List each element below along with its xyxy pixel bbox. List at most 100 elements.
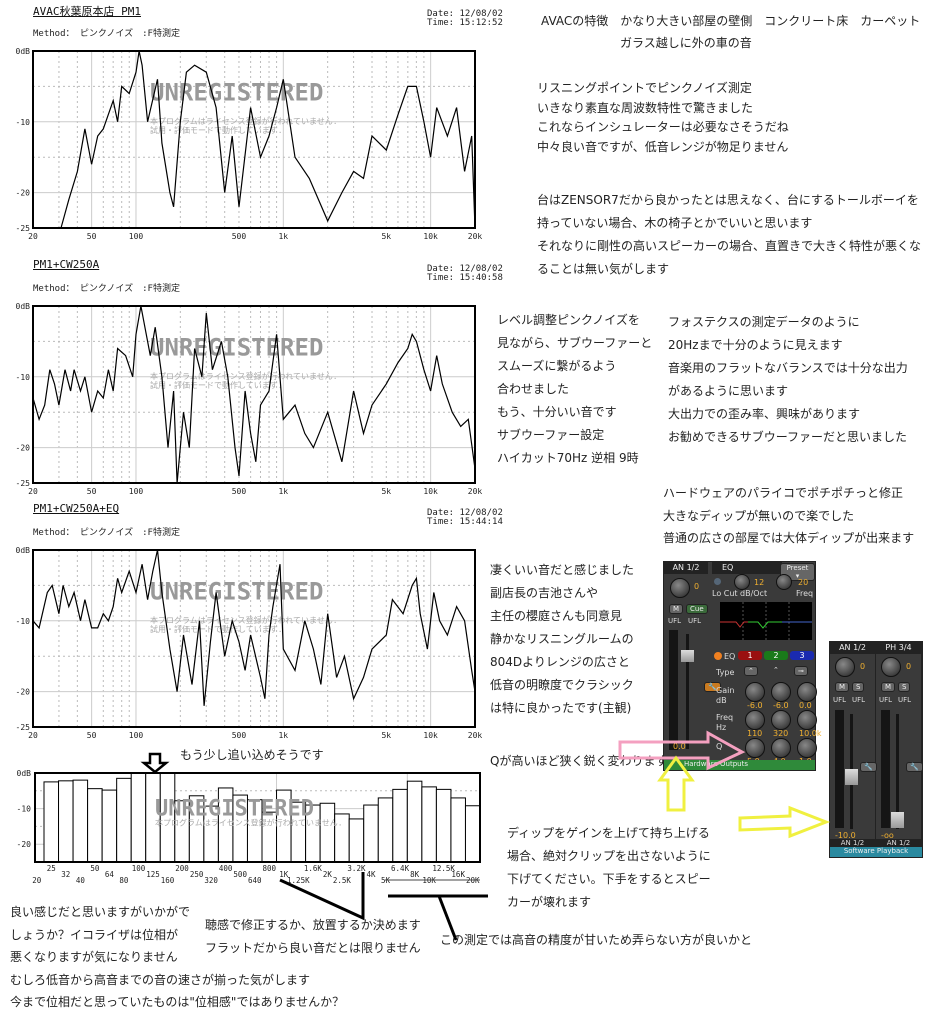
eq-freqs-knob[interactable] bbox=[745, 710, 765, 730]
eq-qs-knob[interactable] bbox=[745, 738, 765, 758]
type-peak-icon[interactable]: ⌃ bbox=[744, 666, 758, 676]
comment-line: フラットだから良い音だとは限りません bbox=[205, 940, 421, 955]
slope-knob[interactable] bbox=[734, 574, 750, 590]
wrench-icon[interactable]: 🔧 bbox=[704, 682, 721, 692]
chart-time: Time: 15:12:52 bbox=[427, 18, 503, 28]
software-playback-footer: Software Playback bbox=[830, 847, 922, 857]
chart-date: Date: 12/08/02 bbox=[427, 9, 503, 19]
eq-qs-knob[interactable] bbox=[797, 738, 817, 758]
y-tick-label: -10 bbox=[17, 805, 32, 814]
comment-line: 804Dよりレンジの広さと bbox=[490, 655, 630, 669]
solo-button[interactable]: S bbox=[898, 682, 911, 692]
chart-method: Method： ピンクノイズ :F特測定 bbox=[33, 284, 180, 294]
watermark-sub: 本プログラムはライセンス登録が行われていません. bbox=[150, 371, 338, 381]
comment-line: スムーズに繋がるよう bbox=[497, 359, 617, 373]
x-tick-label: 20k bbox=[468, 731, 483, 740]
eq-gains-knob[interactable] bbox=[797, 682, 817, 702]
slope-value: 12 bbox=[754, 578, 765, 587]
y-tick-label: -25 bbox=[16, 479, 31, 488]
pan-knob[interactable] bbox=[670, 578, 690, 598]
x-tick-label: 5k bbox=[381, 731, 391, 740]
comment-line: ディップをゲインを上げて持ち上げる bbox=[507, 826, 710, 840]
x-tick-label: 10K bbox=[422, 876, 436, 885]
comment-line: 20Hzまで十分のように見えます bbox=[668, 338, 843, 352]
x-tick-label: 20 bbox=[28, 487, 38, 496]
x-tick-label: 20k bbox=[468, 232, 483, 241]
comment-line: フォステクスの測定データのように bbox=[668, 315, 860, 329]
solo-button[interactable]: S bbox=[852, 682, 865, 692]
band-bar bbox=[130, 772, 147, 863]
comment-line: 今まで位相だと思っていたものは"位相感"ではありませんか？ bbox=[10, 995, 345, 1009]
type-shelf-icon[interactable]: ⊸ bbox=[794, 666, 808, 676]
mute-button[interactable]: M bbox=[835, 682, 850, 692]
pan-value: 0 bbox=[906, 662, 912, 671]
eq-gains-knob[interactable] bbox=[771, 682, 791, 702]
plot-frame bbox=[32, 549, 476, 728]
x-tick-label: 125 bbox=[146, 870, 160, 879]
type-peak-icon[interactable]: ⌃ bbox=[773, 666, 779, 674]
wrench-icon[interactable]: 🔧 bbox=[906, 762, 923, 772]
comment-line: お勧めできるサブウーファーだと思いました bbox=[668, 430, 908, 444]
band-1-button[interactable]: 1 bbox=[738, 651, 762, 660]
y-tick-label: -10 bbox=[16, 373, 31, 382]
x-tick-label: 8K bbox=[410, 870, 420, 879]
fader-track[interactable] bbox=[896, 714, 899, 829]
watermark-sub: 本プログラムはライセンス登録が行われていません. bbox=[155, 818, 343, 828]
fader-handle[interactable] bbox=[845, 768, 858, 785]
pan-knob[interactable] bbox=[835, 657, 855, 677]
band-2-button[interactable]: 2 bbox=[764, 651, 788, 660]
cue-button[interactable]: Cue bbox=[686, 604, 708, 614]
freq-unit: Hz bbox=[716, 723, 727, 732]
pan-knob[interactable] bbox=[881, 657, 901, 677]
eq-enable-icon[interactable] bbox=[714, 652, 722, 660]
y-tick-label: -25 bbox=[16, 723, 31, 732]
comment-line: 場合、絶対クリップを出さないように bbox=[507, 849, 711, 863]
band-3-button[interactable]: 3 bbox=[790, 651, 814, 660]
x-tick-label: 12.5K bbox=[432, 864, 455, 873]
band-bar bbox=[116, 777, 132, 863]
band-bar bbox=[450, 797, 466, 863]
x-tick-label: 50 bbox=[87, 487, 97, 496]
x-tick-label: 200 bbox=[175, 864, 189, 873]
freq-knob[interactable] bbox=[776, 574, 792, 590]
eq-qs-knob[interactable] bbox=[771, 738, 791, 758]
chart-title: AVAC秋葉原本店 PM1 bbox=[33, 5, 141, 18]
comment-line: 大きなディップが無いので楽でした bbox=[663, 508, 855, 523]
y-tick-label: -20 bbox=[16, 444, 31, 453]
frequency-response-chart: UNREGISTERED 本プログラムはライセンス登録が行われていません.試用・評… bbox=[16, 546, 483, 740]
x-tick-label: 10k bbox=[423, 232, 438, 241]
eq-freqs-knob[interactable] bbox=[797, 710, 817, 730]
eq-freqs-knob[interactable] bbox=[771, 710, 791, 730]
comment-line: それなりに剛性の高いスピーカーの場合、直置きで大きく特性が悪くな bbox=[537, 239, 922, 253]
band-bar bbox=[43, 781, 60, 863]
mute-button[interactable]: M bbox=[669, 604, 684, 614]
x-tick-label: 2K bbox=[323, 870, 333, 879]
locut-label: Lo Cut bbox=[712, 589, 738, 598]
mute-button[interactable]: M bbox=[881, 682, 896, 692]
eq-gains-knob[interactable] bbox=[745, 682, 765, 702]
x-tick-label: 1k bbox=[278, 232, 288, 241]
y-tick-label: -10 bbox=[16, 617, 31, 626]
fader-handle[interactable] bbox=[891, 811, 904, 828]
watermark: UNREGISTERED bbox=[155, 797, 314, 822]
comment-line: 聴感で修正するか、放置するか決めます bbox=[205, 918, 421, 932]
chart-time: Time: 15:40:58 bbox=[427, 273, 503, 283]
locut-led-icon[interactable] bbox=[714, 578, 721, 585]
slope-label: dB/Oct bbox=[740, 589, 768, 598]
band-bar bbox=[377, 797, 394, 863]
yellow-right-arrow-icon bbox=[738, 805, 831, 839]
playback-mixer-panel: AN 1/2 0 M S UFL UFL 🔧 -10.0 AN 1/2 PH 3… bbox=[829, 641, 923, 858]
eq-tab[interactable]: EQ bbox=[712, 562, 782, 574]
wrench-icon[interactable]: 🔧 bbox=[860, 762, 877, 772]
eq-freqs-value: 320 bbox=[773, 729, 789, 738]
x-tick-label: 500 bbox=[232, 232, 247, 241]
watermark: UNREGISTERED bbox=[150, 578, 323, 606]
comment-line: 静かなリスニングルームの bbox=[490, 632, 634, 646]
fader-track[interactable] bbox=[686, 634, 689, 749]
band-bar bbox=[363, 804, 379, 863]
comment-line: むしろ低音から高音までの音の速さが揃った気がします bbox=[10, 972, 311, 987]
comment-line: 下げてください。下手をするとスピー bbox=[507, 872, 711, 886]
fader-handle[interactable] bbox=[681, 650, 694, 662]
x-tick-label: 25 bbox=[47, 864, 56, 873]
gain-unit: dB bbox=[716, 696, 727, 705]
